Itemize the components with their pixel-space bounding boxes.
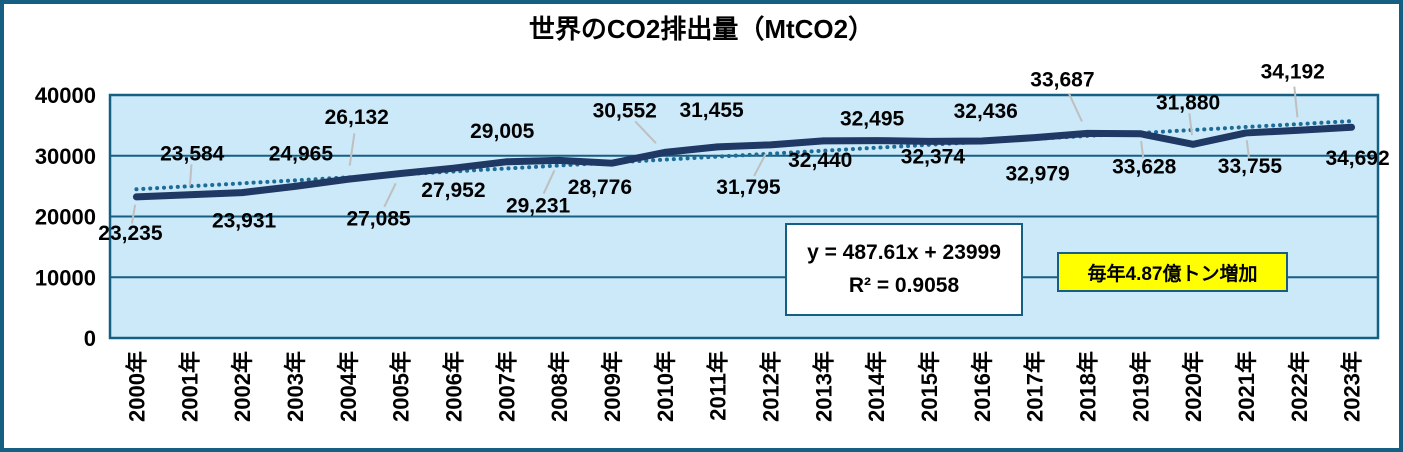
data-label: 23,584 — [160, 143, 225, 166]
data-label: 29,231 — [506, 194, 571, 217]
annual-increase-callout: 毎年4.87億トン増加 — [1057, 252, 1288, 292]
x-axis-tick-label: 2002年 — [230, 351, 255, 422]
label-leader-line — [1140, 140, 1145, 159]
x-axis-tick-label: 2018年 — [1075, 351, 1100, 422]
x-axis-tick-label: 2014年 — [864, 351, 889, 422]
x-axis-tick-label: 2008年 — [547, 351, 572, 422]
x-axis-tick-label: 2011年 — [706, 351, 731, 421]
x-axis-tick-label: 2021年 — [1234, 351, 1259, 422]
y-axis-tick-label: 0 — [84, 326, 96, 351]
data-label: 32,495 — [840, 108, 905, 131]
plot-border — [108, 93, 1380, 340]
trendline-r-squared: R² = 0.9058 — [848, 274, 960, 297]
trendline-equation: y = 487.61x + 23999 — [807, 241, 1001, 264]
x-axis-tick-label: 2019年 — [1128, 351, 1153, 422]
data-label: 33,628 — [1112, 156, 1177, 179]
data-label: 34,692 — [1325, 147, 1389, 170]
label-leader-line — [130, 204, 137, 224]
x-axis-tick-label: 2009年 — [600, 351, 625, 422]
data-label: 33,687 — [1030, 68, 1094, 91]
label-leader-line — [634, 120, 657, 144]
data-label: 27,952 — [421, 179, 485, 202]
data-label: 31,455 — [679, 99, 744, 122]
data-label: 23,931 — [212, 210, 277, 233]
data-label: 24,965 — [269, 142, 334, 165]
x-axis-tick-label: 2016年 — [970, 351, 995, 422]
y-axis-tick-label: 40000 — [35, 83, 96, 108]
data-label: 26,132 — [325, 106, 389, 129]
label-leader-line — [1068, 92, 1083, 122]
label-leader-line — [753, 153, 767, 177]
x-axis-tick-label: 2005年 — [389, 351, 414, 422]
x-axis-tick-label: 2017年 — [1023, 351, 1048, 422]
data-label: 32,436 — [954, 100, 1018, 123]
data-label: 32,374 — [901, 145, 966, 168]
x-axis-tick-label: 2015年 — [917, 351, 942, 422]
label-leader-line — [542, 169, 556, 195]
y-axis-tick-label: 20000 — [35, 205, 96, 230]
data-label: 23,235 — [98, 222, 163, 245]
trendline-equation-box: y = 487.61x + 23999 R² = 0.9058 — [785, 223, 1023, 316]
data-label: 27,085 — [346, 207, 411, 230]
y-axis-tick-label: 10000 — [35, 265, 96, 290]
label-leader-line — [348, 133, 356, 166]
y-axis-tick-label: 30000 — [35, 144, 96, 169]
label-leader-line — [1188, 113, 1193, 136]
co2-series-line — [132, 123, 1356, 201]
label-leader-line — [188, 164, 193, 186]
x-axis-tick-label: 2023年 — [1340, 351, 1365, 422]
x-axis-tick-label: 2013年 — [811, 351, 836, 422]
data-label: 32,979 — [1005, 163, 1069, 186]
label-leader-line — [1245, 140, 1250, 158]
x-axis-tick-label: 2001年 — [177, 351, 202, 422]
label-leader-line — [1293, 86, 1299, 118]
x-axis-tick-label: 2010年 — [653, 351, 678, 422]
data-label: 32,440 — [788, 149, 852, 172]
data-label: 30,552 — [593, 99, 657, 122]
x-axis-tick-label: 2000年 — [124, 351, 149, 422]
data-label: 31,795 — [716, 176, 781, 199]
x-axis-tick-label: 2022年 — [1287, 351, 1312, 422]
data-label: 31,880 — [1156, 91, 1220, 114]
chart-title: 世界のCO2排出量（MtCO2） — [528, 14, 875, 44]
x-axis-tick-label: 2003年 — [283, 351, 308, 422]
x-axis-tick-label: 2006年 — [441, 351, 466, 422]
data-label: 29,005 — [470, 120, 535, 143]
x-axis-tick-label: 2004年 — [336, 351, 361, 422]
data-label: 28,776 — [568, 176, 632, 199]
x-axis-tick-label: 2012年 — [758, 351, 783, 422]
data-label: 33,755 — [1218, 155, 1283, 178]
x-axis-tick-label: 2020年 — [1181, 351, 1206, 422]
data-label: 34,192 — [1261, 60, 1325, 83]
x-axis-tick-label: 2007年 — [494, 351, 519, 422]
label-leader-line — [383, 182, 397, 208]
